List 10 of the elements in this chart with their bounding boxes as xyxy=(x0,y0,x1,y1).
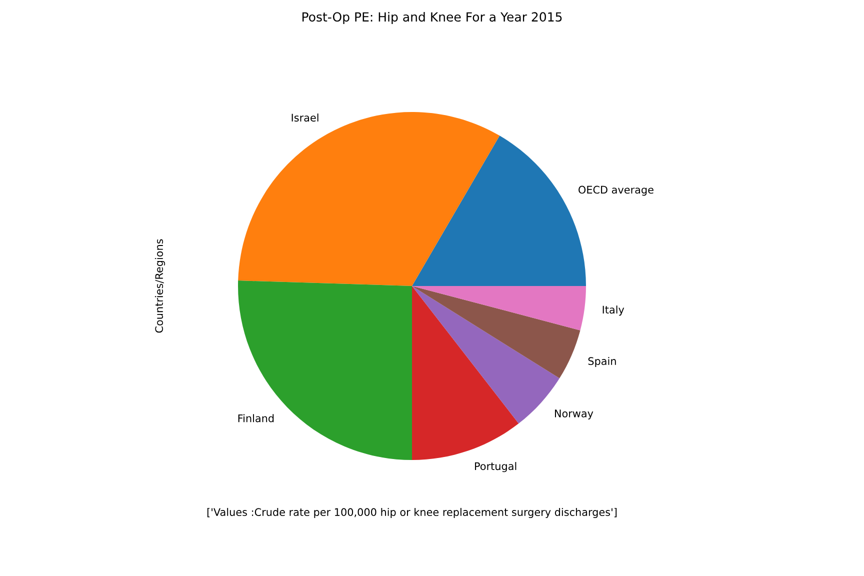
slice-label: OECD average xyxy=(578,186,654,196)
chart-title: Post-Op PE: Hip and Knee For a Year 2015 xyxy=(302,12,562,24)
slice-label: Italy xyxy=(602,306,624,316)
slice-label: Finland xyxy=(238,414,274,422)
text: Countries/Regions xyxy=(154,239,166,333)
slice-label: Portugal xyxy=(475,462,516,472)
text: ['Values :Crude rate per 100,000 hip or knee replacement surgery discharges'] xyxy=(207,508,617,518)
slice-label: Spain xyxy=(588,356,616,368)
slice-label: Israel xyxy=(292,114,318,122)
slice-label: Norway xyxy=(554,410,594,420)
